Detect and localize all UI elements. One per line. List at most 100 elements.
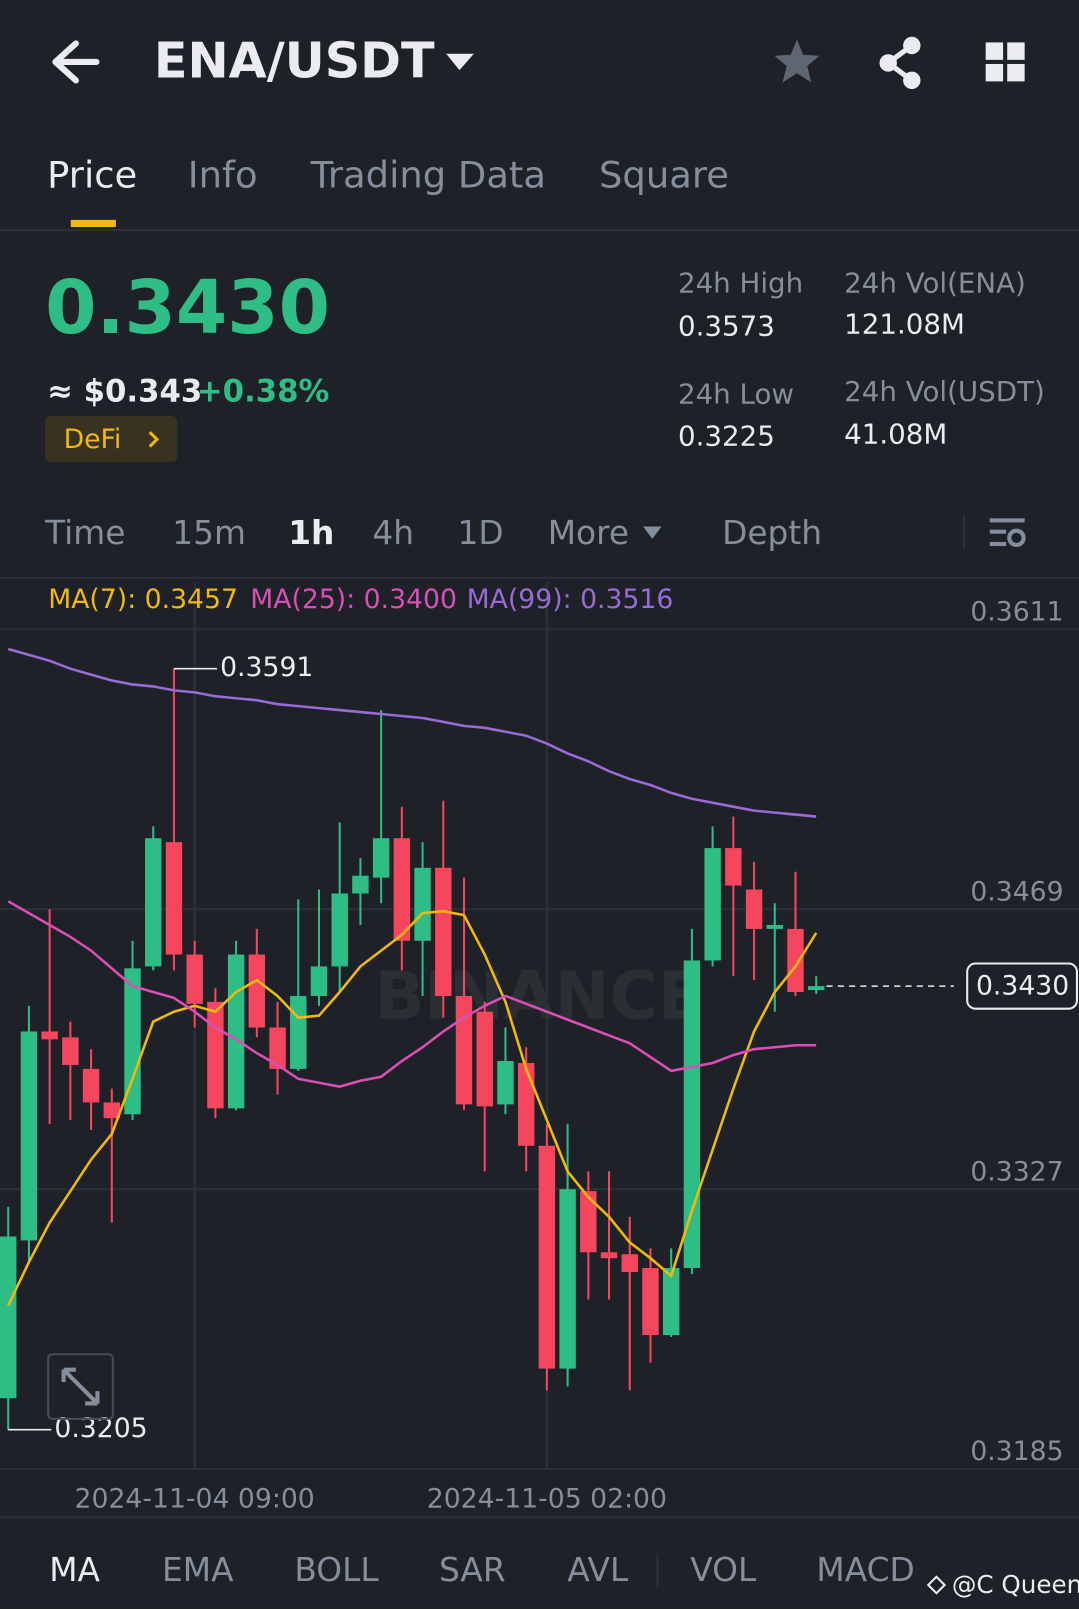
indicator[interactable]: VOL xyxy=(690,1551,757,1589)
x-tick-label: 2024-11-05 02:00 xyxy=(427,1483,667,1514)
candle-body xyxy=(207,1001,224,1109)
candle-body xyxy=(766,924,783,929)
tag-chevron xyxy=(148,431,160,448)
interval[interactable]: 15m xyxy=(172,514,246,552)
tag-chip[interactable] xyxy=(45,415,178,462)
plot: 0.3611 0.3469 0.3327 0.3185 2024-11-04 09:00… xyxy=(0,581,1079,1514)
expand-icon xyxy=(61,1367,100,1406)
x-tick-label: 2024-11-04 09:00 xyxy=(75,1483,315,1514)
tab-indicator xyxy=(70,219,116,228)
candle-body xyxy=(683,960,701,1269)
tab[interactable]: Price xyxy=(47,153,137,196)
candle-body xyxy=(745,889,763,929)
ma-line xyxy=(7,909,818,1307)
candle-body xyxy=(497,1061,514,1105)
ma-line xyxy=(7,900,817,1088)
candle-body xyxy=(642,1268,659,1336)
last-price-box xyxy=(966,962,1078,1010)
y-tick-label: 0.3185 xyxy=(970,1436,1063,1467)
last-price-label: 0.3430 xyxy=(976,971,1069,1002)
more-dropdown[interactable] xyxy=(643,526,662,539)
candle-body xyxy=(662,1268,680,1336)
candle-body xyxy=(82,1068,100,1103)
indicator[interactable]: MA xyxy=(49,1551,100,1589)
tab[interactable]: Info xyxy=(188,153,258,196)
candle-body xyxy=(269,1027,286,1069)
interval[interactable]: 1h xyxy=(288,514,334,552)
candle-body xyxy=(41,1031,58,1040)
candle-body xyxy=(455,995,473,1105)
candle-body xyxy=(414,867,431,941)
candle-body xyxy=(393,838,411,941)
interval[interactable]: 4h xyxy=(372,514,414,552)
indicator[interactable]: BOLL xyxy=(294,1551,379,1589)
divider xyxy=(0,1516,1079,1519)
stat-label: 24h Vol(ENA) xyxy=(844,266,1026,299)
candle-body xyxy=(310,966,328,996)
stat-value: 0.3225 xyxy=(678,419,775,452)
candle-body xyxy=(476,1011,493,1107)
pair-dropdown[interactable] xyxy=(446,53,474,71)
candle-body xyxy=(435,867,452,996)
candle-body xyxy=(290,995,307,1069)
candle-body xyxy=(227,954,245,1109)
y-tick-label: 0.3611 xyxy=(970,596,1063,627)
stat-label: 24h High xyxy=(678,266,803,299)
candle-body xyxy=(331,893,348,967)
share-button[interactable] xyxy=(879,36,921,90)
grid-menu[interactable] xyxy=(985,42,1025,82)
candle-body xyxy=(621,1254,638,1272)
candle-body xyxy=(0,1236,17,1399)
y-tick-label: 0.3327 xyxy=(970,1156,1063,1187)
candle-body xyxy=(559,1189,576,1369)
candle-body xyxy=(352,875,369,894)
stat-value: 0.3573 xyxy=(678,310,775,343)
indicator[interactable]: SAR xyxy=(439,1551,506,1589)
price-change: +0.38% xyxy=(197,374,329,410)
candle-body xyxy=(20,1031,38,1241)
y-tick-label: 0.3469 xyxy=(970,876,1063,907)
expand-button[interactable] xyxy=(47,1353,114,1420)
legend-entry: MA(25): 0.3400 xyxy=(250,584,457,615)
interval[interactable]: More xyxy=(548,514,629,552)
tag-label[interactable]: DeFi xyxy=(64,424,122,455)
candle-body xyxy=(600,1252,618,1259)
tab[interactable]: Trading Data xyxy=(310,153,546,196)
candle-body xyxy=(145,838,162,967)
usd-price: ≈ $0.343 xyxy=(47,374,202,410)
stat-label: 24h Low xyxy=(678,377,794,410)
candle-body xyxy=(165,842,183,955)
stat-value: 121.08M xyxy=(844,308,965,341)
interval[interactable]: Depth xyxy=(722,514,822,552)
candle-body xyxy=(103,1102,121,1119)
candle-body xyxy=(725,848,742,886)
tab[interactable]: Square xyxy=(599,153,729,196)
candle-body xyxy=(808,986,825,991)
watermark: BINANCE xyxy=(374,958,702,1034)
ma-line xyxy=(7,647,817,818)
candle-body xyxy=(186,954,203,1004)
interval[interactable]: 1D xyxy=(457,514,503,552)
interval[interactable]: Time xyxy=(44,514,125,552)
favorite-star[interactable] xyxy=(774,39,820,83)
candle-body xyxy=(580,1191,597,1253)
indicator[interactable]: MACD xyxy=(816,1551,914,1589)
indicator[interactable]: AVL xyxy=(567,1551,629,1589)
credit-icon xyxy=(926,1575,947,1595)
indicator[interactable]: EMA xyxy=(162,1551,234,1589)
candle-body xyxy=(787,928,804,993)
candle-body xyxy=(372,838,390,878)
legend-entry: MA(7): 0.3457 xyxy=(48,584,238,615)
candle-body xyxy=(704,848,721,961)
stat-value: 41.08M xyxy=(844,417,947,450)
pair-title[interactable]: ENA/USDT xyxy=(154,31,435,89)
divider xyxy=(0,576,1079,579)
credit: @C Queen xyxy=(952,1570,1079,1599)
divider xyxy=(0,229,1079,232)
back-button[interactable] xyxy=(52,40,100,84)
candle-body xyxy=(62,1037,79,1065)
chart-settings[interactable] xyxy=(989,518,1026,548)
separator xyxy=(656,1553,659,1589)
